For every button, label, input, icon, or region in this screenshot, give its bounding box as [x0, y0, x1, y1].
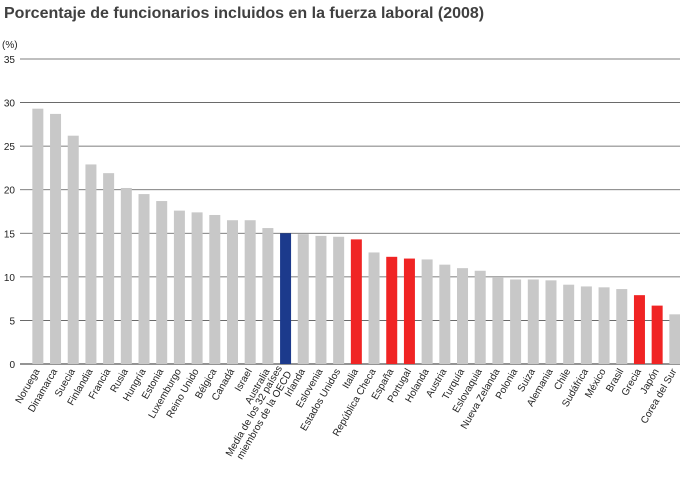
y-tick-label: 20: [4, 186, 16, 197]
bar: [492, 277, 504, 364]
bar: [156, 201, 168, 364]
bar: [173, 210, 185, 364]
bar: [545, 280, 557, 364]
bar: [669, 314, 680, 364]
bar: [474, 270, 486, 364]
y-tick-label: 30: [4, 99, 16, 110]
bar: [386, 256, 398, 364]
bar: [50, 113, 62, 365]
y-tick-label: 35: [4, 55, 16, 66]
x-tick-labels: NoruegaDinamarcaSueciaFinlandiaFranciaRu…: [14, 364, 680, 462]
bar: [527, 279, 539, 364]
bar: [191, 212, 203, 364]
bar: [350, 239, 362, 364]
bar: [403, 258, 415, 364]
y-tick-label: 25: [4, 142, 16, 153]
bar: [333, 236, 345, 364]
bar: [421, 259, 433, 364]
bar: [262, 228, 274, 364]
bar: [633, 295, 645, 364]
y-axis-unit-label: (%): [2, 40, 18, 51]
bar: [120, 187, 132, 364]
bar: [244, 220, 256, 364]
bar: [138, 194, 150, 364]
bar: [580, 286, 592, 364]
y-tick-label: 5: [9, 316, 15, 327]
bar: [315, 235, 327, 364]
bar: [32, 108, 44, 365]
bar: [209, 214, 221, 364]
bar: [457, 268, 469, 364]
bar: [280, 233, 292, 364]
bars: [32, 108, 680, 365]
bar: [439, 264, 451, 364]
y-tick-label: 10: [4, 273, 16, 284]
bar: [226, 220, 238, 364]
chart-title: Porcentaje de funcionarios incluidos en …: [4, 5, 485, 22]
y-tick-label: 0: [9, 360, 15, 371]
bar: [616, 289, 628, 364]
bar: [651, 305, 663, 364]
bar: [368, 252, 380, 364]
bar: [103, 173, 115, 364]
bar: [563, 284, 575, 364]
y-tick-label: 15: [4, 229, 16, 240]
bar: [510, 279, 522, 364]
bar: [67, 135, 79, 364]
bar: [598, 287, 610, 364]
bar: [85, 164, 97, 364]
bar: [297, 234, 309, 364]
